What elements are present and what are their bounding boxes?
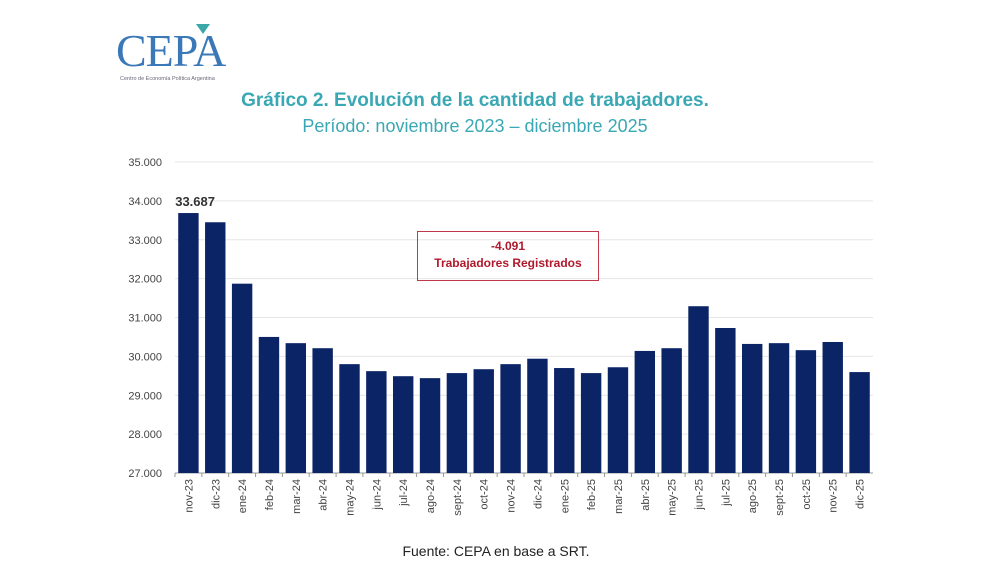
x-tick-label: sept-25 — [774, 479, 786, 516]
bar — [446, 373, 468, 473]
bar — [258, 336, 280, 473]
bar — [741, 343, 763, 473]
bar — [312, 348, 333, 473]
bar — [607, 367, 629, 473]
annotation-value: -4.091 — [490, 239, 526, 253]
x-tick-label: abr-25 — [640, 479, 652, 511]
y-tick-label: 30.000 — [128, 351, 162, 363]
y-tick-label: 27.000 — [128, 468, 162, 480]
bar — [500, 364, 521, 473]
x-tick-label: jun-24 — [371, 479, 383, 511]
x-tick-label: sept-24 — [452, 479, 464, 516]
bar — [795, 350, 817, 473]
source-note: Fuente: CEPA en base a SRT. — [402, 543, 590, 559]
y-tick-label: 28.000 — [128, 429, 162, 441]
bar — [661, 348, 682, 473]
x-tick-label: dic-23 — [210, 479, 222, 509]
bar — [527, 358, 548, 473]
bar — [231, 283, 253, 473]
y-tick-label: 29.000 — [128, 390, 162, 402]
chart-subtitle: Período: noviembre 2023 – diciembre 2025 — [302, 116, 648, 136]
annotation-label: Trabajadores Registrados — [434, 256, 582, 270]
bar — [392, 376, 414, 473]
x-tick-label: dic-24 — [532, 479, 544, 509]
bar — [285, 343, 307, 473]
bar — [554, 368, 575, 473]
x-tick-label: oct-25 — [801, 479, 813, 510]
x-tick-label: oct-24 — [479, 479, 491, 510]
y-tick-label: 34.000 — [128, 196, 162, 208]
x-tick-label: nov-23 — [183, 479, 195, 513]
bar — [419, 378, 441, 473]
chart-title: Gráfico 2. Evolución de la cantidad de t… — [241, 90, 709, 111]
bar — [822, 341, 843, 473]
bar — [473, 369, 494, 473]
bar-chart: 27.000 28.000 29.000 30.000 31.000 32.000 33.0… — [128, 157, 873, 516]
bar — [715, 327, 736, 473]
x-tick-label: jun-25 — [694, 479, 706, 511]
x-tick-label: abr-24 — [318, 479, 330, 511]
bar — [768, 343, 790, 473]
logo-text: CEPA — [116, 25, 226, 76]
x-tick-label: mar-24 — [291, 479, 303, 514]
y-tick-label: 35.000 — [128, 157, 162, 169]
x-tick-label: may-24 — [345, 479, 357, 516]
bar — [178, 213, 199, 473]
cepa-logo: CEPA Centro de Economía Política Argenti… — [116, 24, 236, 86]
x-tick-label: ago-25 — [747, 479, 759, 513]
x-tick-label: may-25 — [667, 479, 679, 516]
x-tick-label: ene-25 — [559, 479, 571, 513]
data-label: 33.687 — [175, 194, 215, 209]
y-tick-label: 33.000 — [128, 235, 162, 247]
bar — [634, 350, 656, 473]
bar — [205, 222, 226, 473]
x-tick-label: feb-24 — [264, 479, 276, 510]
logo-subtitle: Centro de Economía Política Argentina — [120, 76, 215, 82]
x-tick-label: feb-25 — [586, 479, 598, 510]
x-tick-label: jul-25 — [720, 479, 732, 507]
y-tick-label: 31.000 — [128, 313, 162, 325]
logo-gem-icon — [196, 24, 210, 34]
bar — [849, 372, 870, 473]
bar — [366, 371, 387, 473]
bar — [688, 306, 709, 473]
annotation-box: -4.091 Trabajadores Registrados — [417, 231, 599, 281]
x-tick-label: jul-24 — [398, 479, 410, 507]
bar — [580, 373, 602, 473]
bar — [339, 364, 360, 473]
x-tick-label: ago-24 — [425, 479, 437, 513]
x-tick-label: nov-24 — [506, 479, 518, 513]
x-tick-label: dic-25 — [855, 479, 867, 509]
x-tick-label: mar-25 — [613, 479, 625, 514]
x-tick-label: ene-24 — [237, 479, 249, 513]
x-tick-label: nov-25 — [828, 479, 840, 513]
y-tick-label: 32.000 — [128, 274, 162, 286]
